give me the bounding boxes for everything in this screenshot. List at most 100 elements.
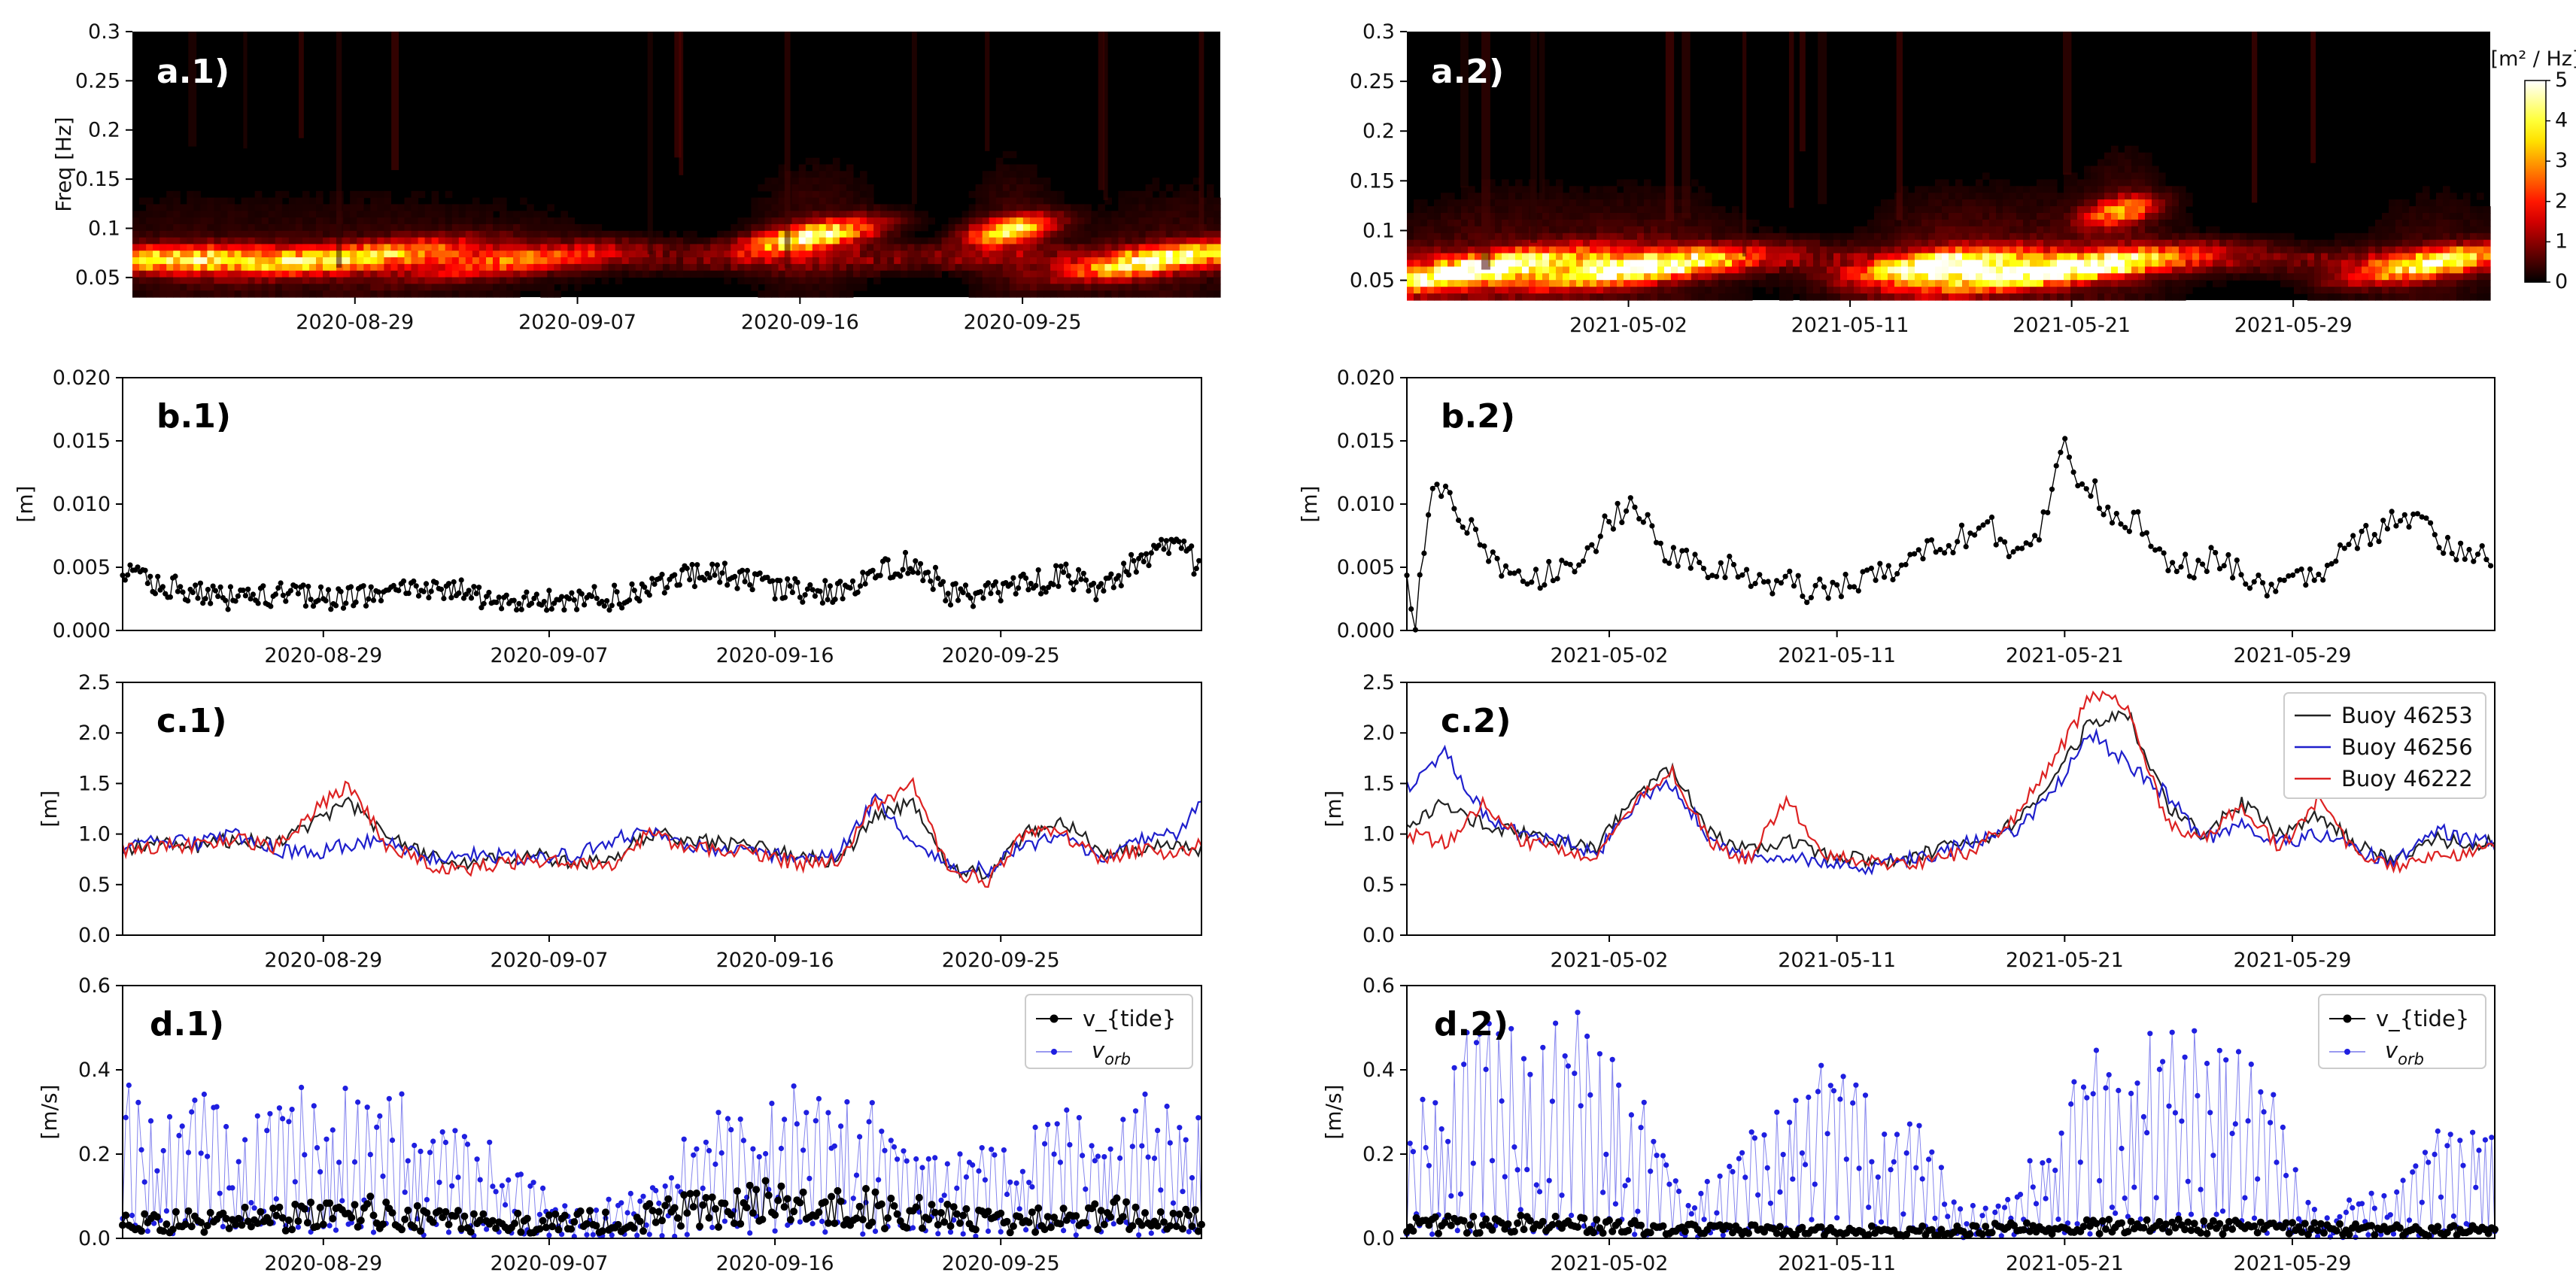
heatmap-cell	[2064, 280, 2071, 287]
heatmap-cell	[914, 217, 922, 225]
heatmap-cell	[1617, 226, 1624, 234]
heatmap-cell	[1077, 204, 1085, 211]
heatmap-cell	[248, 204, 256, 211]
heatmap-cell	[1705, 246, 1712, 254]
heatmap-cell	[1942, 179, 1949, 187]
heatmap-cell	[1050, 217, 1058, 225]
heatmap-cell	[825, 230, 834, 238]
heatmap-cell	[2429, 246, 2437, 254]
heatmap-cell	[1488, 179, 1496, 187]
heatmap-cell	[302, 290, 310, 298]
heatmap-cell	[1861, 260, 1868, 267]
heatmap-cell	[1407, 293, 1414, 301]
heatmap-cell	[1206, 211, 1214, 218]
heatmap-cell	[458, 290, 466, 298]
data-point	[672, 572, 678, 578]
heatmap-cell	[812, 284, 820, 291]
heatmap-cell	[1508, 206, 1516, 214]
heatmap-cell	[2158, 239, 2166, 248]
heatmap-cell	[1071, 290, 1078, 298]
heatmap-cell	[1002, 178, 1010, 185]
heatmap-cell	[2125, 280, 2132, 287]
heatmap-cell	[1996, 293, 2003, 301]
heatmap-cell	[2355, 260, 2362, 267]
heatmap-cell	[357, 197, 364, 205]
heatmap-cell	[1820, 287, 1827, 294]
heatmap-cell	[2084, 166, 2091, 173]
heatmap-cell	[758, 230, 765, 238]
heatmap-cell	[187, 204, 194, 211]
heatmap-cell	[465, 263, 473, 272]
heatmap-cell	[1888, 253, 1895, 260]
heatmap-cell	[2158, 193, 2166, 200]
heatmap-cell	[1996, 266, 2003, 274]
heatmap-cell	[2023, 226, 2031, 234]
heatmap-cell	[2131, 159, 2139, 167]
heatmap-cell	[2131, 206, 2139, 214]
heatmap-cell	[581, 230, 589, 238]
heatmap-cell	[547, 270, 554, 278]
heatmap-cell	[1454, 266, 1462, 274]
heatmap-cell	[1488, 186, 1496, 193]
heatmap-cell	[832, 190, 840, 199]
heatmap-cell	[2172, 213, 2180, 220]
heatmap-cell	[1549, 232, 1557, 241]
heatmap-cell	[1603, 260, 1611, 267]
heatmap-cell	[1447, 219, 1455, 227]
heatmap-cell	[1057, 237, 1065, 245]
heatmap-cell	[1684, 219, 1692, 227]
heatmap-cell	[1698, 280, 1706, 287]
heatmap-cell	[1976, 219, 1983, 227]
heatmap-cell	[288, 197, 296, 205]
heatmap-cell	[825, 284, 834, 291]
heatmap-cell	[2477, 213, 2484, 220]
heatmap-cell	[873, 230, 881, 238]
heatmap-cell	[1145, 204, 1153, 211]
heatmap-cell	[438, 284, 446, 291]
heatmap-cell	[1657, 206, 1665, 214]
heatmap-cell	[1132, 284, 1140, 291]
data-point	[614, 589, 620, 595]
heatmap-cell	[1002, 211, 1010, 218]
heatmap-cell	[1678, 260, 1685, 267]
heatmap-cell	[690, 237, 697, 245]
heatmap-cell	[901, 217, 908, 225]
heatmap-cell	[316, 190, 324, 199]
heatmap-cell	[1935, 287, 1943, 294]
heatmap-cell	[798, 284, 807, 291]
heatmap-cell	[153, 290, 160, 298]
heatmap-cell	[1043, 251, 1051, 258]
heatmap-cell	[812, 184, 820, 192]
heatmap-cell	[1454, 199, 1462, 207]
heatmap-cell	[1813, 266, 1821, 274]
heatmap-cell	[1016, 230, 1024, 238]
heatmap-cell	[1084, 257, 1092, 265]
heatmap-cell	[1630, 226, 1638, 234]
heatmap-cell	[234, 223, 242, 232]
heatmap-cell	[1037, 290, 1044, 298]
heatmap-cell	[805, 190, 813, 199]
heatmap-cell	[506, 290, 514, 298]
data-point	[255, 600, 261, 606]
heatmap-cell	[397, 211, 406, 218]
heatmap-cell	[1199, 263, 1208, 272]
heatmap-cell	[350, 204, 357, 211]
heatmap-cell	[2436, 226, 2444, 234]
heatmap-cell	[458, 251, 466, 258]
heatmap-cell	[1705, 199, 1712, 207]
heatmap-cell	[894, 257, 901, 265]
heatmap-cell	[1773, 246, 1780, 254]
data-point	[413, 583, 419, 589]
heatmap-cell	[1691, 226, 1699, 234]
heatmap-cell	[2287, 280, 2295, 287]
heatmap-cell	[1712, 213, 1719, 220]
data-point	[885, 557, 891, 563]
heatmap-cell	[2246, 253, 2254, 260]
heatmap-cell	[1468, 246, 1475, 254]
heatmap-cell	[200, 277, 208, 284]
heatmap-cell	[1901, 253, 1909, 260]
heatmap-cell	[601, 237, 609, 245]
heatmap-cell	[1125, 197, 1133, 205]
heatmap-cell	[1921, 280, 1929, 287]
heatmap-cell	[1414, 260, 1421, 267]
